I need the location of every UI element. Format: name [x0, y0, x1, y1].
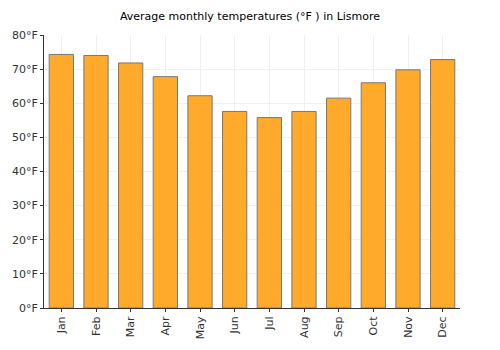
- svg-text:10°F: 10°F: [12, 268, 38, 281]
- svg-text:May: May: [194, 316, 207, 339]
- svg-text:40°F: 40°F: [12, 165, 38, 178]
- svg-text:Dec: Dec: [436, 316, 449, 337]
- svg-text:Apr: Apr: [159, 316, 172, 336]
- svg-text:20°F: 20°F: [12, 234, 38, 247]
- svg-text:Average monthly temperatures (: Average monthly temperatures (°F ) in Li…: [120, 10, 380, 23]
- svg-text:Nov: Nov: [402, 316, 415, 338]
- svg-text:Jan: Jan: [55, 316, 68, 334]
- svg-text:Feb: Feb: [90, 316, 103, 335]
- svg-text:Sep: Sep: [332, 316, 345, 337]
- svg-text:70°F: 70°F: [12, 63, 38, 76]
- svg-text:Jun: Jun: [228, 316, 241, 334]
- svg-text:80°F: 80°F: [12, 29, 38, 42]
- svg-text:50°F: 50°F: [12, 131, 38, 144]
- svg-text:30°F: 30°F: [12, 199, 38, 212]
- svg-text:Jul: Jul: [263, 316, 276, 330]
- svg-text:60°F: 60°F: [12, 97, 38, 110]
- svg-text:0°F: 0°F: [19, 302, 38, 315]
- svg-text:Mar: Mar: [124, 316, 137, 337]
- svg-text:Oct: Oct: [367, 316, 380, 336]
- svg-text:Aug: Aug: [298, 316, 311, 337]
